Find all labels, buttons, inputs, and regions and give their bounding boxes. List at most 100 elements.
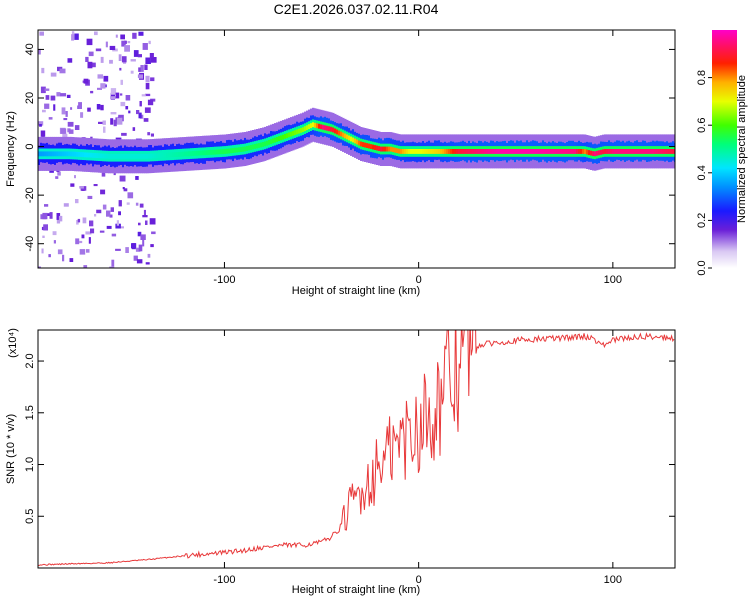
spectrogram-noise-cell xyxy=(39,31,44,36)
spectrogram-noise-cell xyxy=(38,48,41,55)
spectrogram-cell xyxy=(240,147,243,152)
spectrogram-cell xyxy=(112,153,115,159)
spectrogram-noise-cell xyxy=(109,214,113,218)
spectrogram-cell xyxy=(274,137,277,143)
spectrogram-cell xyxy=(570,149,573,154)
spectrogram-cell xyxy=(224,149,227,154)
spectrogram-cell xyxy=(432,149,435,154)
spectrogram-noise-cell xyxy=(128,110,131,114)
spectrogram-noise-cell xyxy=(122,187,125,190)
spectrogram-cell xyxy=(118,153,121,159)
spectrogram-cell xyxy=(320,124,323,130)
spectrogram-cell xyxy=(616,149,619,154)
spectrogram-cell xyxy=(120,153,123,159)
spectrogram-cell xyxy=(508,149,511,154)
spectrogram-cell xyxy=(266,140,269,146)
spectrogram-cell xyxy=(250,145,253,150)
spectrogram-noise-cell xyxy=(126,202,130,205)
spectrogram-noise-cell xyxy=(121,40,126,47)
spectrogram-noise-cell xyxy=(120,101,126,107)
spectrogram-cell xyxy=(544,149,547,154)
spectrogram-noise-cell xyxy=(113,119,117,127)
spectrogram-noise-cell xyxy=(139,203,144,208)
spectrogram-cell xyxy=(554,149,557,154)
spectrogram-noise-cell xyxy=(124,45,130,52)
spectrogram-noise-cell xyxy=(139,101,142,107)
spectrogram-cell xyxy=(124,153,127,159)
colorbar: 0.0 0.2 0.4 0.6 0.8 Normalized spectral ampl… xyxy=(696,30,748,276)
spectrogram-cell xyxy=(668,149,671,154)
spectrogram-noise-cell xyxy=(38,266,41,268)
spectrogram-noise-cell xyxy=(63,118,68,121)
spectrogram-noise-cell xyxy=(110,88,117,95)
spectrogram-cell xyxy=(482,149,485,154)
spectrogram-cell xyxy=(102,153,105,159)
spectrogram-cell xyxy=(306,125,309,131)
spectrogram-cell xyxy=(46,151,49,157)
spectrogram-cell xyxy=(620,149,623,154)
spectrogram-cell xyxy=(518,149,521,154)
snr-plot-area xyxy=(38,330,675,568)
spectrogram-cell xyxy=(652,149,655,154)
spectrogram-noise-cell xyxy=(50,95,56,101)
spectrogram-cell xyxy=(210,149,213,155)
spectrogram-cell xyxy=(512,149,515,154)
spectrogram-noise-cell xyxy=(119,67,122,71)
spectrogram-cell xyxy=(138,153,141,159)
spectrogram-cell xyxy=(430,149,433,154)
spectrogram-noise-cell xyxy=(144,107,151,113)
spectrogram-cell xyxy=(496,149,499,154)
spectrogram-noise-cell xyxy=(148,40,151,45)
spectrogram-noise-cell xyxy=(144,64,148,70)
spectrogram-cell xyxy=(602,149,605,155)
spectrogram-cell xyxy=(500,149,503,154)
spectrogram-cell xyxy=(88,152,91,158)
spectrogram-noise-cell xyxy=(150,133,154,137)
spectrogram-cell xyxy=(358,140,361,146)
spectrogram-cell xyxy=(348,135,351,141)
spectrogram-cell xyxy=(428,149,431,154)
spectrogram-noise-cell xyxy=(44,204,49,207)
spectrogram-cell xyxy=(308,124,311,130)
spectrogram-cell xyxy=(122,153,125,159)
spectrogram-noise-cell xyxy=(42,235,45,238)
spectrogram-cell xyxy=(522,149,525,154)
spectrogram-noise-cell xyxy=(119,93,123,96)
spectrogram-cell xyxy=(378,146,381,151)
spectrogram-cell xyxy=(528,149,531,154)
spectrogram-cell xyxy=(614,149,617,154)
spectrogram-cell xyxy=(334,128,337,134)
spectrogram-noise-cell xyxy=(56,218,61,224)
spectrogram-noise-cell xyxy=(120,34,125,40)
spectrogram-noise-cell xyxy=(145,220,148,225)
spectrogram-cell xyxy=(76,151,79,157)
spectrogram-cell xyxy=(156,153,159,159)
y-tick-label: 40 xyxy=(24,43,36,55)
spectrogram-cell xyxy=(540,149,543,154)
spectrogram-cell xyxy=(608,149,611,154)
spectrogram-cell xyxy=(344,133,347,139)
spectrogram-noise-cell xyxy=(86,38,93,46)
spectrogram-cell xyxy=(484,149,487,154)
spectrogram-cell xyxy=(634,149,637,154)
spectrogram-cell xyxy=(472,149,475,154)
spectrogram-noise-cell xyxy=(138,67,141,72)
spectrogram-cell xyxy=(78,152,81,157)
spectrogram-cell xyxy=(504,149,507,154)
spectrogram-cell xyxy=(66,151,69,157)
spectrogram-noise-cell xyxy=(110,207,114,212)
y-tick-label: 2.0 xyxy=(24,353,36,368)
spectrogram-noise-cell xyxy=(135,247,141,252)
spectrogram-noise-cell xyxy=(110,112,117,115)
spectrogram-cell xyxy=(436,149,439,154)
spectrogram-cell xyxy=(192,151,195,156)
spectrogram-cell xyxy=(584,149,587,154)
spectrogram-cell xyxy=(70,151,73,157)
spectrogram-cell xyxy=(654,149,657,154)
spectrogram-noise-cell xyxy=(130,70,134,74)
spectrogram-cell xyxy=(478,149,481,154)
spectrogram-noise-cell xyxy=(138,74,143,79)
spectrogram-cell xyxy=(400,149,403,154)
spectrogram-noise-cell xyxy=(74,33,79,40)
